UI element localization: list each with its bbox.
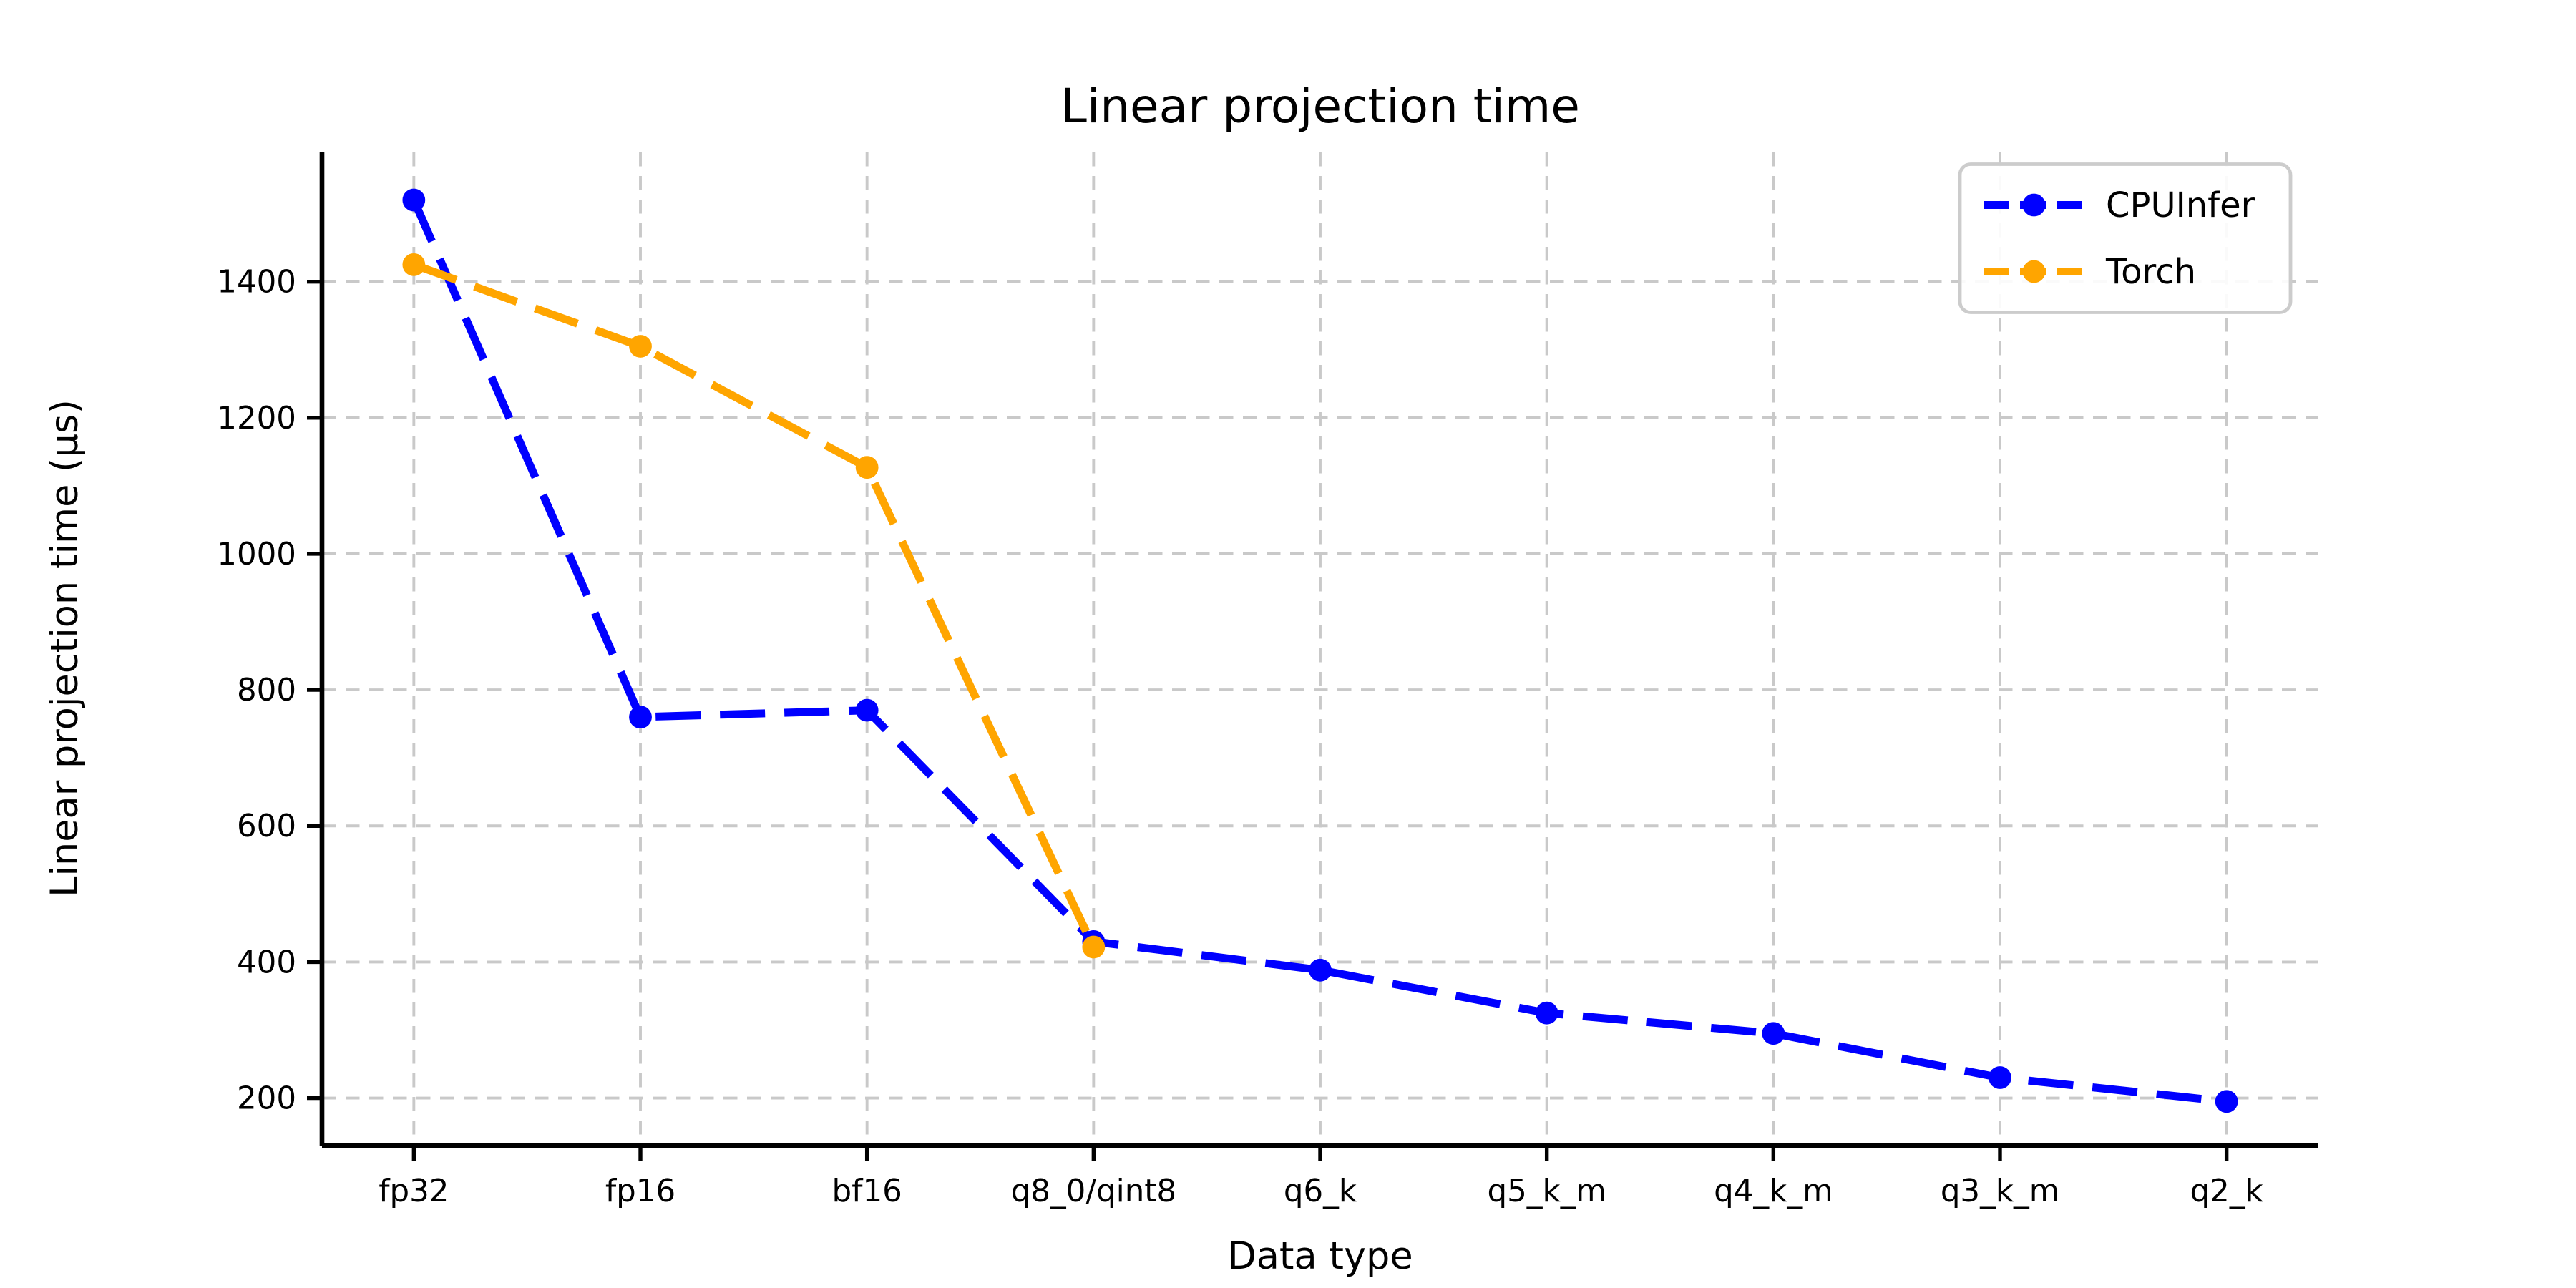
series-line-CPUInfer (410, 198, 2228, 1106)
x-tick-label: q4_k_m (1714, 1174, 1833, 1209)
x-tick-label: q3_k_m (1941, 1174, 2059, 1209)
x-tick-label: q8_0/qint8 (1011, 1174, 1176, 1209)
y-axis-label: Linear projection time (µs) (43, 399, 87, 897)
x-axis-label: Data type (1227, 1234, 1413, 1278)
data-point-CPUInfer (2215, 1090, 2238, 1113)
data-point-Torch (402, 253, 426, 276)
data-point-CPUInfer (855, 698, 879, 722)
x-tick-label: fp16 (605, 1174, 675, 1209)
x-tick-label: bf16 (832, 1174, 902, 1209)
data-point-Torch (629, 335, 652, 358)
data-point-CPUInfer (1309, 958, 1332, 982)
y-tick-label: 1200 (217, 401, 296, 436)
x-tick-label: q2_k (2190, 1174, 2264, 1209)
legend-label: CPUInfer (2106, 185, 2255, 225)
data-point-CPUInfer (1762, 1022, 1785, 1045)
data-point-Torch (1082, 935, 1106, 959)
data-point-CPUInfer (1989, 1066, 2011, 1089)
y-tick-label: 400 (237, 945, 296, 980)
data-point-Torch (855, 456, 879, 479)
series-layer (402, 188, 2238, 1113)
legend-label: Torch (2105, 252, 2196, 292)
y-tick-label: 200 (237, 1081, 296, 1117)
y-tick-label: 1000 (217, 537, 296, 572)
legend-marker (2022, 260, 2046, 283)
legend-marker (2022, 193, 2046, 217)
x-tick-label: fp32 (379, 1174, 449, 1209)
legend: CPUInfer Torch (1958, 162, 2293, 314)
x-tick-label: q5_k_m (1487, 1174, 1606, 1209)
data-point-CPUInfer (1535, 1001, 1558, 1025)
y-tick-label: 1400 (217, 265, 296, 301)
data-point-CPUInfer (629, 706, 652, 729)
grid-layer (322, 152, 2318, 1146)
axes-layer: 200 400 600 800 1000 1200 1400 fp32 fp16 bf16 q8_0… (217, 152, 2318, 1209)
y-tick-label: 600 (237, 809, 296, 844)
x-tick-label: q6_k (1284, 1174, 1357, 1209)
chart-title: Linear projection time (1060, 79, 1580, 134)
data-point-CPUInfer (402, 188, 426, 212)
y-tick-label: 800 (237, 673, 296, 708)
series-line-Torch (412, 260, 1098, 949)
